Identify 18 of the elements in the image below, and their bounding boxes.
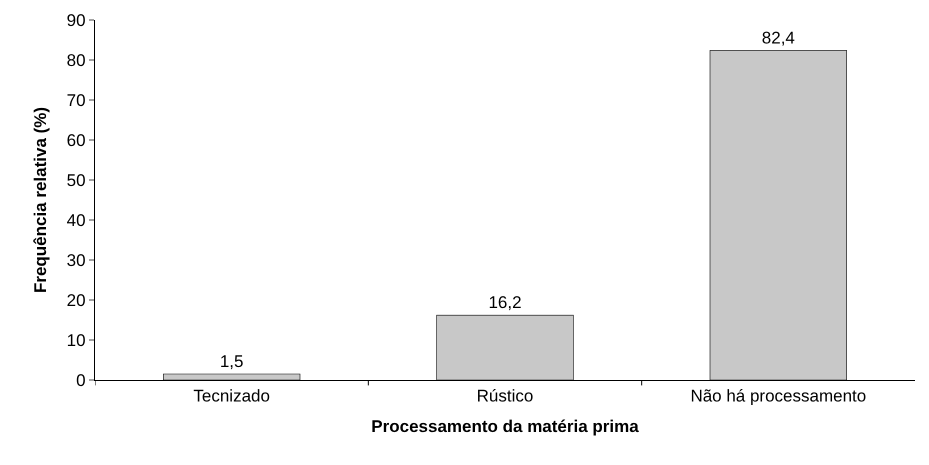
x-tick-label: Tecnizado (193, 386, 270, 406)
y-tick-label: 90 (66, 10, 86, 30)
y-axis-title: Frequência relativa (%) (31, 106, 50, 294)
y-tick-label: 80 (66, 50, 86, 70)
y-tick-label: 0 (76, 370, 86, 390)
y-tick-label: 40 (66, 210, 86, 230)
data-label: 1,5 (220, 352, 244, 371)
data-label: 16,2 (488, 293, 522, 312)
x-tick-label: Rústico (476, 386, 534, 406)
data-label: 82,4 (762, 28, 795, 48)
y-tick-label: 20 (66, 290, 86, 310)
y-tick-label: 10 (66, 330, 86, 350)
y-tick-label: 60 (66, 130, 86, 150)
y-tick-label: 30 (66, 250, 86, 270)
x-tick-label: Não há processamento (690, 386, 866, 406)
y-tick-label: 70 (66, 90, 86, 110)
x-axis-title: Processamento da matéria prima (371, 416, 640, 436)
y-tick-label: 50 (66, 170, 86, 190)
